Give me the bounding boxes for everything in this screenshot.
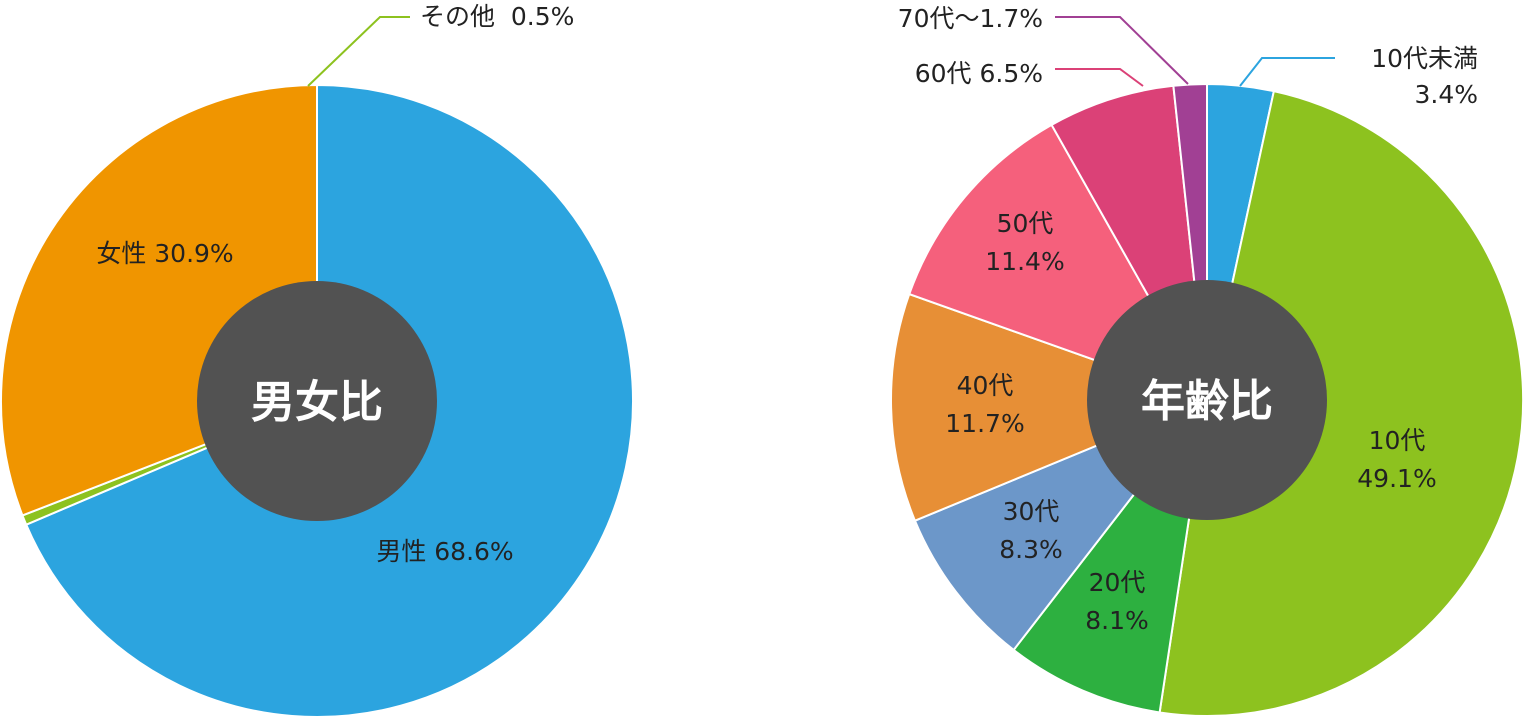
- pie2-label-5: 50代 11.4%: [985, 209, 1064, 276]
- pie2-leader-6: [1055, 68, 1144, 87]
- pie2-slice-4: [890, 292, 1210, 523]
- pie2-label-2: 20代 8.1%: [1085, 568, 1149, 635]
- pie2-leader-7: [1055, 16, 1189, 85]
- pie2-center: [1087, 280, 1327, 520]
- pie2-label-3: 30代 8.3%: [999, 497, 1063, 564]
- pie2-label-6: 60代 6.5%: [915, 59, 1043, 88]
- pie2-label-0: 10代未満 3.4%: [1371, 44, 1478, 109]
- age-pie: 年齢比 10代未満 3.4% 10代 49.1% 20代 8.1% 30代 8.3% 40代 11.…: [890, 4, 1524, 717]
- pie2-label-7: 70代～1.7%: [898, 4, 1043, 33]
- pie2-title: 年齢比: [1141, 376, 1273, 427]
- pie1-label-2: 女性 30.9%: [96, 239, 233, 268]
- pie1-center: [197, 281, 437, 521]
- pie1-title: 男女比: [251, 377, 383, 428]
- pie1-leader-1: [307, 16, 410, 87]
- pie2-label-4: 40代 11.7%: [945, 371, 1024, 438]
- pie2-slice-1: [1158, 89, 1524, 717]
- pie1-label-1: その他 0.5%: [420, 2, 574, 31]
- pie1-label-0: 男性 68.6%: [376, 537, 513, 566]
- pie2-leader-0: [1239, 57, 1335, 87]
- pie2-label-1: 10代 49.1%: [1357, 426, 1436, 493]
